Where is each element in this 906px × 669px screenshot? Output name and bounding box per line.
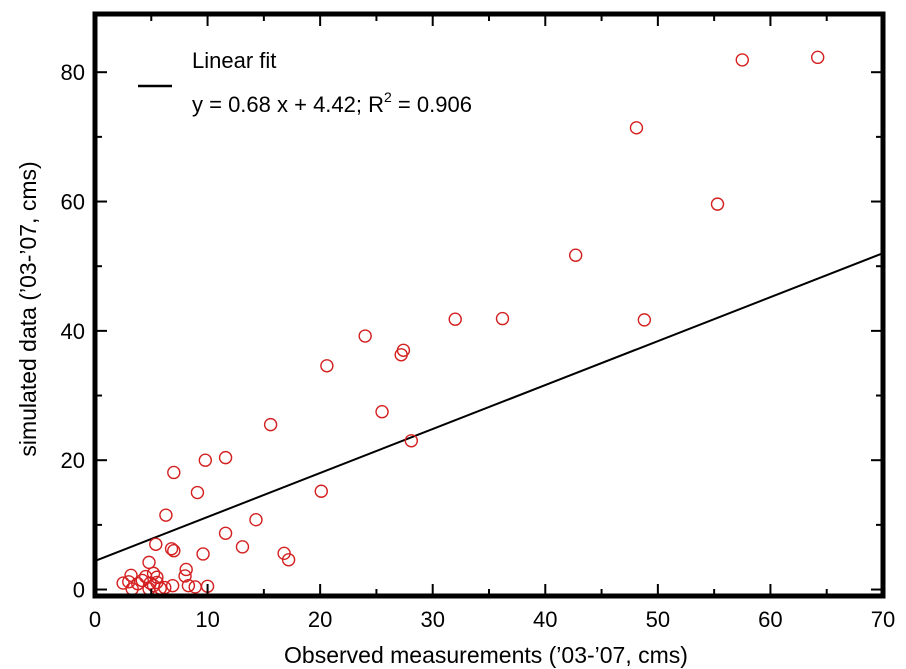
- legend-equation: y = 0.68 x + 4.42; R2 = 0.906: [192, 89, 472, 117]
- legend-equation-prefix: y = 0.68 x + 4.42; R: [192, 92, 384, 117]
- data-point: [149, 537, 163, 551]
- data-point: [404, 434, 419, 448]
- x-tick-label: 70: [871, 607, 895, 632]
- data-point: [735, 53, 749, 67]
- data-point: [235, 540, 250, 554]
- data-point: [159, 508, 173, 522]
- data-point: [710, 197, 725, 211]
- data-points: [116, 50, 825, 596]
- data-point: [375, 405, 389, 419]
- fit-line: [94, 252, 884, 562]
- x-tick-label: 0: [89, 607, 101, 632]
- y-tick-label: 40: [61, 319, 85, 344]
- legend-equation-superscript: 2: [384, 89, 392, 105]
- data-point: [358, 329, 372, 343]
- data-point: [263, 417, 278, 432]
- x-tick-label: 20: [308, 607, 332, 632]
- data-point: [142, 555, 156, 570]
- legend: Linear fit y = 0.68 x + 4.42; R2 = 0.906: [138, 48, 472, 117]
- data-point: [178, 569, 192, 583]
- data-point: [198, 453, 213, 467]
- data-point: [495, 311, 510, 326]
- data-point: [188, 580, 202, 594]
- tick-labels: 0 10 20 30 40 50 60 70 0 20 40 60 80: [61, 60, 896, 632]
- data-point: [218, 450, 233, 465]
- fit-line-group: [94, 252, 884, 562]
- data-point: [314, 484, 328, 498]
- y-tick-label: 0: [73, 578, 85, 603]
- data-point: [165, 578, 180, 593]
- data-point: [167, 465, 181, 480]
- x-tick-label: 50: [646, 607, 670, 632]
- data-point: [448, 312, 462, 326]
- data-point: [167, 544, 181, 558]
- x-tick-label: 30: [420, 607, 444, 632]
- data-point: [637, 313, 652, 327]
- data-point: [181, 578, 196, 593]
- data-point: [164, 542, 179, 556]
- data-point: [281, 553, 296, 567]
- y-tick-label: 60: [61, 190, 85, 215]
- data-point: [124, 568, 138, 583]
- data-point: [190, 485, 205, 500]
- data-point: [218, 526, 233, 540]
- data-point: [122, 575, 136, 589]
- legend-equation-suffix: = 0.906: [392, 92, 472, 117]
- y-tick-label: 20: [61, 448, 85, 473]
- data-point: [196, 547, 210, 561]
- data-point: [179, 562, 193, 577]
- data-point: [811, 50, 825, 65]
- data-point: [629, 121, 644, 135]
- legend-label: Linear fit: [192, 48, 276, 73]
- x-tick-label: 60: [758, 607, 782, 632]
- data-point: [568, 248, 583, 262]
- x-axis-title: Observed measurements (’03-’07, cms): [284, 642, 688, 668]
- y-tick-label: 80: [61, 60, 85, 85]
- data-point: [135, 573, 149, 588]
- y-axis-title: simulated data (’03-’07, cms): [15, 161, 41, 456]
- x-tick-label: 10: [195, 607, 219, 632]
- axis-ticks: [94, 14, 884, 596]
- x-tick-label: 40: [533, 607, 557, 632]
- data-point: [394, 348, 408, 362]
- data-point: [320, 359, 334, 373]
- data-point: [249, 512, 263, 527]
